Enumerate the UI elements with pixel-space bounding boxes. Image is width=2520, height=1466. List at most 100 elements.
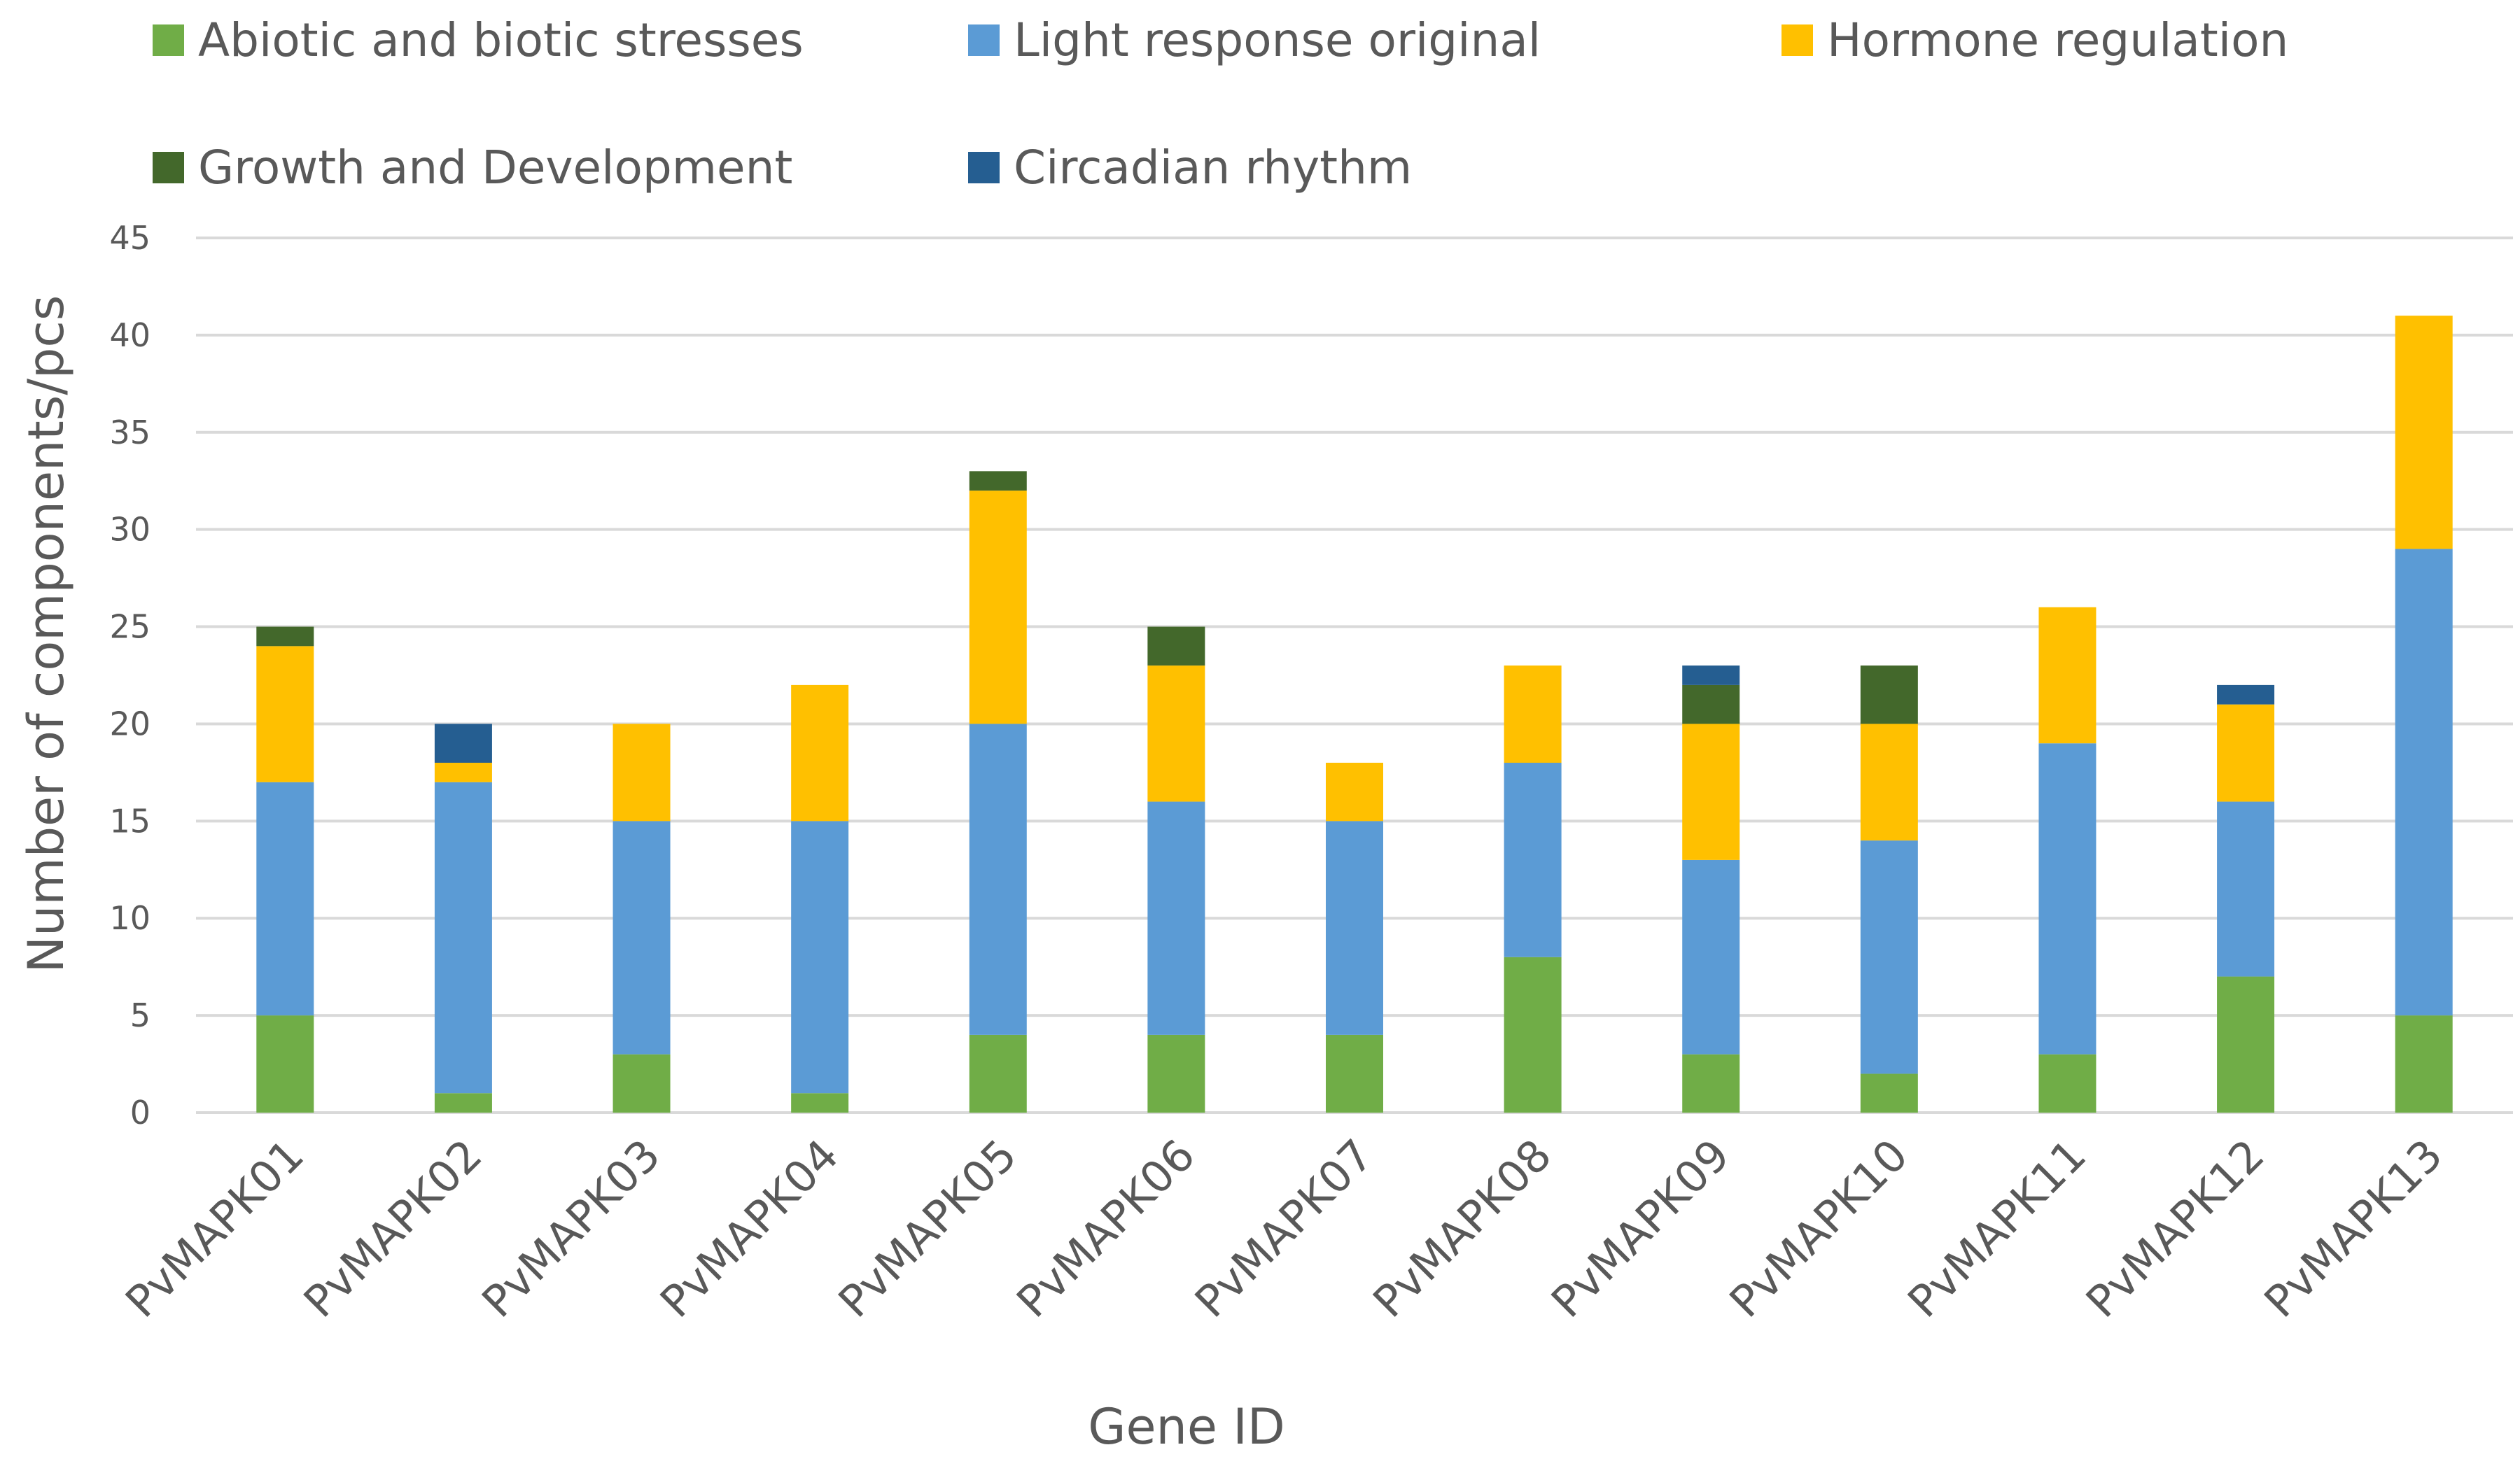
bar-segment-pvmapk03-series-0 [612, 1054, 671, 1113]
y-tick-label-45: 45 [109, 219, 150, 257]
bar-segment-pvmapk09-series-1 [1682, 859, 1740, 1055]
bar-segment-pvmapk09-series-4 [1682, 665, 1740, 685]
bar-segment-pvmapk08-series-1 [1504, 763, 1562, 957]
bar-segment-pvmapk02-series-0 [434, 1093, 492, 1113]
y-tick-label-30: 30 [109, 511, 150, 549]
bar-stack-pvmapk09 [1682, 665, 1740, 1113]
legend-item-growth-and-development: Growth and Development [153, 141, 792, 195]
legend-swatch-growth-and-development [153, 152, 184, 183]
x-tick-label-pvmapk10: PvMAPK10 [1720, 1129, 1918, 1327]
bar-segment-pvmapk03-series-1 [612, 821, 671, 1055]
bar-segment-pvmapk07-series-0 [1326, 1034, 1383, 1113]
bar-segment-pvmapk06-series-2 [1147, 665, 1205, 802]
legend: Abiotic and biotic stresses Light respon… [153, 13, 2288, 195]
bar-segment-pvmapk12-series-2 [2217, 704, 2275, 802]
y-tick-label-5: 5 [130, 996, 150, 1034]
bar-segment-pvmapk07-series-1 [1326, 821, 1383, 1035]
legend-swatch-hormone-regulation [1782, 24, 1813, 56]
bar-segment-pvmapk10-series-0 [1860, 1073, 1918, 1113]
bars [256, 316, 2453, 1113]
bar-segment-pvmapk01-series-1 [256, 782, 314, 1016]
bar-stack-pvmapk07 [1326, 763, 1383, 1113]
bar-segment-pvmapk10-series-3 [1860, 665, 1918, 724]
bar-segment-pvmapk09-series-3 [1682, 684, 1740, 724]
bar-segment-pvmapk09-series-0 [1682, 1054, 1740, 1113]
bar-stack-pvmapk03 [612, 724, 671, 1113]
x-tick-label-pvmapk11: PvMAPK11 [1898, 1129, 2096, 1327]
y-tick-label-35: 35 [109, 414, 150, 451]
x-tick-label-pvmapk05: PvMAPK05 [829, 1129, 1027, 1327]
bar-segment-pvmapk05-series-3 [969, 471, 1027, 491]
bar-stack-pvmapk06 [1147, 626, 1205, 1113]
legend-swatch-abiotic-biotic-stresses [153, 24, 184, 56]
bar-segment-pvmapk06-series-3 [1147, 626, 1205, 666]
x-tick-label-pvmapk03: PvMAPK03 [472, 1129, 670, 1327]
y-tick-label-15: 15 [109, 802, 150, 840]
bar-segment-pvmapk11-series-2 [2038, 607, 2096, 744]
legend-swatch-light-response-original [968, 24, 1000, 56]
bar-segment-pvmapk12-series-1 [2217, 801, 2275, 977]
bar-stack-pvmapk01 [256, 626, 314, 1113]
bar-stack-pvmapk12 [2217, 684, 2275, 1113]
bar-segment-pvmapk02-series-1 [434, 782, 492, 1094]
bar-stack-pvmapk11 [2038, 607, 2096, 1113]
bar-stack-pvmapk08 [1504, 665, 1562, 1113]
bar-segment-pvmapk06-series-1 [1147, 801, 1205, 1035]
bar-segment-pvmapk07-series-2 [1326, 763, 1383, 822]
legend-item-light-response-original: Light response original [968, 13, 1541, 67]
x-axis-labels: PvMAPK01PvMAPK02PvMAPK03PvMAPK04PvMAPK05… [115, 1129, 2452, 1327]
x-tick-label-pvmapk07: PvMAPK07 [1185, 1129, 1383, 1327]
bar-stack-pvmapk02 [434, 724, 492, 1113]
x-tick-label-pvmapk01: PvMAPK01 [115, 1129, 314, 1327]
bar-segment-pvmapk02-series-4 [434, 724, 492, 763]
x-tick-label-pvmapk04: PvMAPK04 [650, 1129, 848, 1327]
x-tick-label-pvmapk09: PvMAPK09 [1541, 1129, 1740, 1327]
bar-stack-pvmapk10 [1860, 665, 1918, 1113]
legend-item-hormone-regulation: Hormone regulation [1782, 13, 2288, 67]
legend-item-abiotic-biotic-stresses: Abiotic and biotic stresses [153, 13, 804, 67]
bar-segment-pvmapk09-series-2 [1682, 724, 1740, 860]
bar-segment-pvmapk01-series-0 [256, 1015, 314, 1113]
x-axis-title: Gene ID [1088, 1398, 1285, 1456]
y-tick-label-20: 20 [109, 705, 150, 742]
bar-segment-pvmapk03-series-2 [612, 724, 671, 822]
bar-segment-pvmapk01-series-2 [256, 646, 314, 782]
bar-segment-pvmapk11-series-0 [2038, 1054, 2096, 1113]
bar-segment-pvmapk05-series-1 [969, 724, 1027, 1035]
legend-label-circadian-rhythm: Circadian rhythm [1014, 141, 1412, 195]
bar-segment-pvmapk11-series-1 [2038, 743, 2096, 1055]
bar-segment-pvmapk04-series-0 [791, 1093, 849, 1113]
x-tick-label-pvmapk12: PvMAPK12 [2076, 1129, 2274, 1327]
bar-segment-pvmapk04-series-2 [791, 684, 849, 822]
bar-segment-pvmapk13-series-2 [2395, 316, 2453, 549]
bar-segment-pvmapk13-series-0 [2395, 1015, 2453, 1113]
y-axis-title: Number of components/pcs [18, 295, 75, 973]
legend-label-abiotic-biotic-stresses: Abiotic and biotic stresses [198, 13, 804, 67]
y-axis-ticks: 0 5 10 15 20 25 30 35 40 45 [109, 219, 150, 1132]
bar-segment-pvmapk12-series-4 [2217, 684, 2275, 705]
legend-swatch-circadian-rhythm [968, 152, 1000, 183]
bar-segment-pvmapk01-series-3 [256, 626, 314, 647]
x-tick-label-pvmapk06: PvMAPK06 [1007, 1129, 1205, 1327]
gridlines [196, 237, 2513, 1114]
bar-segment-pvmapk13-series-1 [2395, 549, 2453, 1016]
legend-item-circadian-rhythm: Circadian rhythm [968, 141, 1412, 195]
bar-segment-pvmapk10-series-1 [1860, 840, 1918, 1074]
bar-segment-pvmapk08-series-0 [1504, 957, 1562, 1113]
y-tick-label-10: 10 [109, 899, 150, 937]
bar-segment-pvmapk06-series-0 [1147, 1034, 1205, 1113]
bar-stack-pvmapk04 [791, 684, 849, 1113]
bar-segment-pvmapk02-series-2 [434, 763, 492, 782]
x-tick-label-pvmapk13: PvMAPK13 [2255, 1129, 2453, 1327]
y-tick-label-0: 0 [130, 1094, 150, 1132]
bar-segment-pvmapk05-series-2 [969, 491, 1027, 724]
bar-segment-pvmapk05-series-0 [969, 1034, 1027, 1113]
bar-stack-pvmapk05 [969, 471, 1027, 1113]
y-tick-label-40: 40 [109, 316, 150, 354]
x-tick-label-pvmapk02: PvMAPK02 [294, 1129, 492, 1327]
y-tick-label-25: 25 [109, 608, 150, 646]
bar-segment-pvmapk12-series-0 [2217, 976, 2275, 1113]
bar-segment-pvmapk08-series-2 [1504, 665, 1562, 763]
